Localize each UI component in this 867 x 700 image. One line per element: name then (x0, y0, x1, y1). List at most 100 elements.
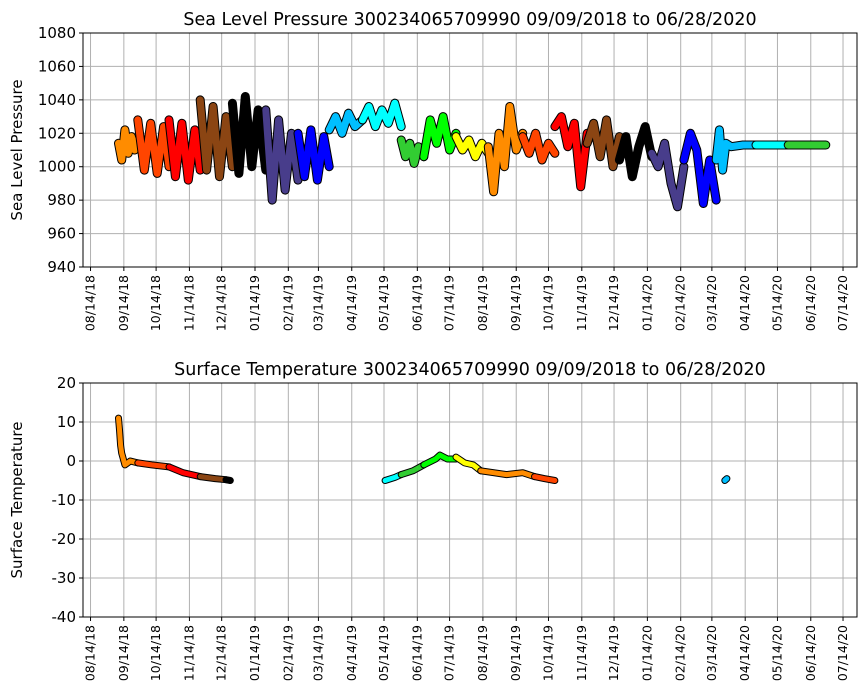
series-fill (262, 106, 302, 204)
series-fill (478, 468, 537, 480)
series-fill (484, 103, 527, 196)
series-fill (551, 113, 591, 191)
x-tick-label: 04/14/19 (344, 275, 359, 331)
series-line (358, 98, 406, 132)
x-tick-label: 02/14/20 (673, 625, 688, 681)
series-line (324, 108, 367, 138)
series-fill (135, 460, 172, 470)
y-axis-ticks: -40 -30 -20 -10 0 10 20 (52, 374, 83, 626)
x-tick-label: 01/14/19 (247, 275, 262, 331)
x-tick-label: 11/14/18 (181, 625, 196, 681)
series-line (134, 459, 173, 471)
series-fill (134, 116, 173, 177)
x-tick-label: 04/14/20 (737, 275, 752, 331)
y-tick-label: 1060 (38, 57, 76, 75)
series-fill (532, 474, 558, 483)
series-fill (228, 93, 270, 177)
y-tick-label: 1000 (38, 158, 76, 176)
x-tick-label: 10/14/18 (148, 275, 163, 331)
series-fill (452, 133, 492, 161)
x-tick-label: 09/14/18 (116, 275, 131, 331)
x-tick-label: 06/14/19 (409, 625, 424, 681)
x-tick-label: 02/14/20 (673, 275, 688, 331)
x-tick-label: 08/14/18 (83, 275, 98, 331)
x-tick-label: 05/14/19 (376, 275, 391, 331)
series-fill (722, 476, 730, 483)
series-fill (223, 477, 233, 483)
series-fill (115, 126, 142, 164)
y-axis-label: Sea Level Pressure (8, 79, 26, 220)
x-tick-label: 09/14/19 (508, 625, 523, 681)
series-line (647, 138, 689, 212)
x-tick-label: 10/14/19 (540, 625, 555, 681)
chart-title: Surface Temperature 300234065709990 09/0… (174, 360, 766, 380)
x-tick-label: 10/14/18 (148, 625, 163, 681)
series-line (165, 463, 204, 481)
x-tick-label: 08/14/18 (83, 625, 98, 681)
series-fill (421, 452, 459, 468)
series-fill (325, 109, 366, 137)
x-tick-label: 01/14/20 (639, 275, 654, 331)
x-tick-label: 10/14/19 (540, 275, 555, 331)
x-tick-label: 09/14/19 (508, 275, 523, 331)
x-axis-ticks: 08/14/18 09/14/18 10/14/18 11/14/18 12/14/18… (83, 617, 850, 681)
series-fill (165, 116, 204, 184)
y-tick-label: 980 (47, 191, 76, 209)
series-fill (398, 462, 427, 478)
x-tick-label: 08/14/19 (475, 275, 490, 331)
x-tick-label: 07/14/20 (835, 625, 850, 681)
series-line (721, 475, 731, 484)
x-tick-label: 07/14/19 (442, 625, 457, 681)
series-line (397, 461, 428, 479)
x-tick-label: 07/14/19 (442, 275, 457, 331)
series-fill (397, 136, 428, 167)
series-line (679, 128, 721, 208)
series-line (293, 125, 334, 185)
series-line (531, 473, 559, 484)
series-line (222, 476, 234, 484)
series-group (115, 414, 731, 484)
series-line (419, 112, 461, 162)
x-tick-label: 11/14/18 (181, 275, 196, 331)
sea-level-pressure-chart: 940 960 980 1000 1020 1040 1060 1080 08/14/18 09… (8, 10, 858, 331)
x-tick-label: 12/14/18 (214, 625, 229, 681)
series-fill (519, 129, 559, 164)
x-tick-label: 12/14/19 (606, 275, 621, 331)
x-tick-label: 01/14/19 (247, 625, 262, 681)
series-fill (583, 116, 623, 171)
x-tick-label: 08/14/19 (475, 625, 490, 681)
x-tick-label: 06/14/20 (803, 275, 818, 331)
grid-lines (83, 382, 857, 618)
series-fill (166, 464, 203, 480)
x-tick-label: 02/14/19 (280, 625, 295, 681)
series-fill (197, 474, 229, 483)
series-line (114, 125, 143, 165)
y-axis-label: Surface Temperature (8, 422, 26, 579)
series-line (164, 115, 205, 185)
series-fill (453, 454, 484, 474)
x-tick-label: 03/14/19 (310, 625, 325, 681)
x-tick-label: 05/14/20 (769, 625, 784, 681)
y-tick-label: 940 (47, 258, 76, 276)
series-line (115, 414, 142, 469)
x-tick-label: 12/14/19 (606, 625, 621, 681)
series-fill (712, 126, 760, 174)
x-tick-label: 04/14/19 (344, 625, 359, 681)
series-fill (294, 126, 333, 184)
series-fill (359, 99, 405, 131)
x-axis-ticks: 08/14/18 09/14/18 10/14/18 11/14/18 12/14/18… (83, 267, 850, 331)
y-axis-ticks: 940 960 980 1000 1020 1040 1060 1080 (38, 24, 83, 276)
series-line (196, 473, 230, 484)
x-tick-label: 11/14/19 (574, 275, 589, 331)
series-line (518, 128, 560, 165)
x-tick-label: 03/14/20 (704, 625, 719, 681)
x-tick-label: 12/14/18 (214, 275, 229, 331)
series-line (451, 132, 493, 162)
series-line (396, 135, 429, 168)
series-line (420, 451, 460, 469)
series-line (614, 122, 657, 182)
y-tick-label: 1080 (38, 24, 76, 42)
y-tick-label: 0 (66, 452, 76, 470)
x-tick-label: 03/14/19 (310, 275, 325, 331)
